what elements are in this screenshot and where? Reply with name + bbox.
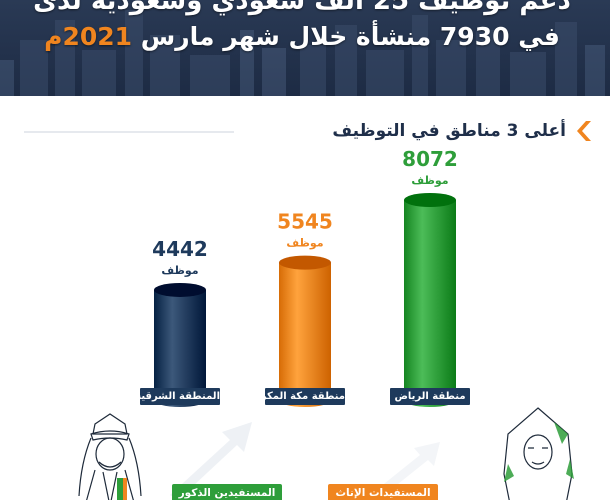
unit-label-2: موظف [161, 264, 198, 277]
section-title-text: أعلى 3 مناطق في التوظيف [332, 121, 566, 141]
legend-female-beneficiaries: المستفيدات الإناث [328, 484, 438, 500]
bar-0 [404, 200, 456, 407]
header-year: 2021م [44, 22, 133, 51]
header-title-line-2-text: في 7930 منشأة خلال شهر مارس [132, 22, 560, 51]
section-divider [24, 131, 234, 133]
male-beneficiary-illustration [78, 413, 142, 500]
header-title-line-2: في 7930 منشأة خلال شهر مارس 2021م [22, 22, 582, 51]
employment-chart: 8072 موظف 5545 موظف 4442 موظف منطقة الرياض منط… [0, 150, 610, 420]
chevron-left-icon [577, 121, 591, 141]
chart-svg: 8072 موظف 5545 موظف 4442 موظف [152, 150, 458, 407]
category-label-0: منطقة الرياض [390, 388, 470, 405]
bar-top-1 [279, 255, 331, 270]
unit-label-1: موظف [286, 237, 323, 250]
data-label-0: 8072 [402, 150, 458, 171]
data-label-1: 5545 [277, 210, 333, 234]
header-title-line-1: دعم توظيف 25 ألف سعودي وسعودية لدى [33, 0, 571, 16]
bar-top-2 [154, 282, 206, 297]
bar-top-0 [404, 193, 456, 207]
beneficiaries-section: المستفيدين الذكور المستفيدات الإناث [0, 400, 610, 500]
female-beneficiary-illustration [503, 407, 574, 500]
bar-2 [154, 289, 206, 407]
category-label-2: المنطقة الشرقية [135, 388, 220, 405]
section-title: أعلى 3 مناطق في التوظيف [332, 118, 592, 144]
unit-label-0: موظف [411, 174, 448, 187]
bar-1 [279, 262, 331, 407]
category-label-1: منطقة مكة المكرمة [249, 388, 345, 405]
header-banner: دعم توظيف 25 ألف سعودي وسعودية لدى في 79… [0, 0, 610, 96]
legend-male-beneficiaries: المستفيدين الذكور [172, 484, 282, 500]
data-label-2: 4442 [152, 237, 208, 261]
skyline-illustration [0, 10, 605, 96]
